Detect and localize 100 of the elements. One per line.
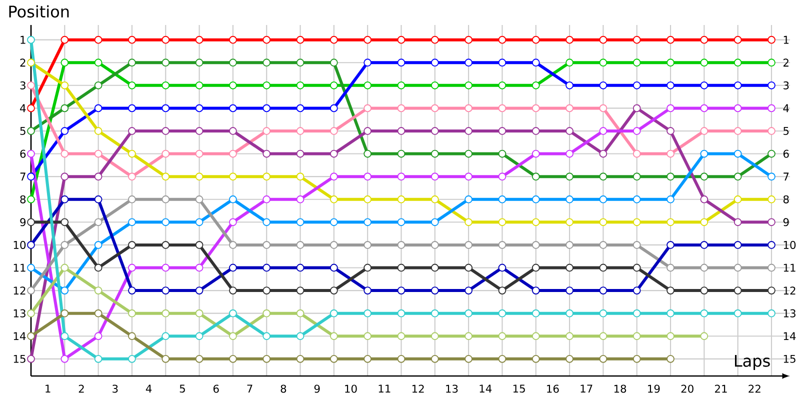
- point: [94, 264, 102, 272]
- point: [430, 264, 439, 272]
- x-tick-label: 17: [580, 384, 592, 392]
- x-tick-label: 14: [480, 384, 492, 392]
- point: [262, 104, 271, 112]
- point: [128, 172, 136, 181]
- point: [666, 36, 674, 44]
- point: [162, 286, 170, 294]
- point: [464, 104, 473, 112]
- point: [632, 332, 641, 340]
- point: [27, 127, 35, 135]
- point: [94, 127, 102, 135]
- point: [364, 172, 372, 181]
- point: [364, 127, 372, 135]
- point: [532, 150, 540, 158]
- y-tick-label: 3: [20, 81, 26, 90]
- y2-tick-label: 8: [783, 195, 789, 204]
- point: [94, 195, 102, 204]
- y2-tick-label: 6: [783, 150, 789, 158]
- point: [27, 195, 35, 204]
- point: [60, 218, 69, 226]
- point: [229, 58, 237, 67]
- point: [229, 354, 237, 363]
- y2-tick-label: 5: [784, 127, 789, 135]
- point: [532, 172, 540, 181]
- point: [364, 309, 372, 318]
- point: [464, 172, 473, 181]
- point: [364, 58, 372, 67]
- point: [60, 195, 69, 204]
- point: [666, 309, 674, 318]
- point: [128, 354, 136, 363]
- point: [195, 36, 204, 44]
- point: [566, 309, 574, 318]
- point: [532, 332, 540, 340]
- point: [397, 195, 406, 204]
- point: [27, 150, 35, 158]
- point: [330, 104, 338, 112]
- y-tick-label: 10: [14, 240, 26, 249]
- point: [94, 172, 102, 181]
- point: [430, 104, 439, 112]
- point: [229, 36, 237, 44]
- point: [566, 241, 574, 249]
- point: [768, 36, 776, 44]
- x-tick-label: 8: [280, 384, 286, 393]
- x-tick-label: 16: [547, 384, 559, 393]
- point: [94, 218, 102, 226]
- point: [498, 127, 506, 135]
- point: [128, 309, 136, 318]
- point: [330, 354, 338, 363]
- point: [700, 264, 708, 272]
- point: [768, 81, 776, 90]
- x-tick-label: 5: [180, 384, 185, 393]
- point: [599, 127, 608, 135]
- point: [632, 36, 641, 44]
- point: [566, 172, 574, 181]
- point: [330, 241, 338, 249]
- point: [397, 127, 406, 135]
- point: [532, 309, 540, 318]
- point: [195, 104, 204, 112]
- point: [128, 58, 136, 67]
- y-axis-title: Position: [9, 5, 69, 18]
- point: [60, 309, 69, 318]
- point: [498, 309, 506, 318]
- point: [229, 309, 237, 318]
- x-tick-label: 20: [681, 384, 694, 393]
- point: [666, 127, 674, 135]
- point: [128, 241, 136, 249]
- point: [498, 104, 506, 112]
- point: [734, 150, 742, 158]
- point: [566, 58, 574, 67]
- point: [330, 81, 338, 90]
- point: [229, 127, 237, 135]
- point: [700, 195, 708, 204]
- point: [566, 36, 574, 44]
- point: [599, 332, 608, 340]
- point: [27, 354, 35, 363]
- point: [330, 309, 338, 318]
- point: [195, 241, 204, 249]
- point: [229, 172, 237, 181]
- point: [94, 150, 102, 158]
- point: [162, 150, 170, 158]
- point: [364, 36, 372, 44]
- point: [666, 104, 674, 112]
- point: [397, 309, 406, 318]
- point: [296, 127, 304, 135]
- point: [734, 36, 742, 44]
- point: [430, 241, 439, 249]
- point: [566, 127, 574, 135]
- point: [599, 36, 608, 44]
- point: [734, 195, 742, 204]
- point: [734, 218, 742, 226]
- point: [296, 104, 304, 112]
- point: [195, 81, 204, 90]
- point: [498, 36, 506, 44]
- point: [296, 354, 304, 363]
- point: [94, 81, 102, 90]
- point: [128, 150, 136, 158]
- point: [162, 36, 170, 44]
- point: [532, 354, 540, 363]
- y2-tick-label: 9: [783, 218, 789, 226]
